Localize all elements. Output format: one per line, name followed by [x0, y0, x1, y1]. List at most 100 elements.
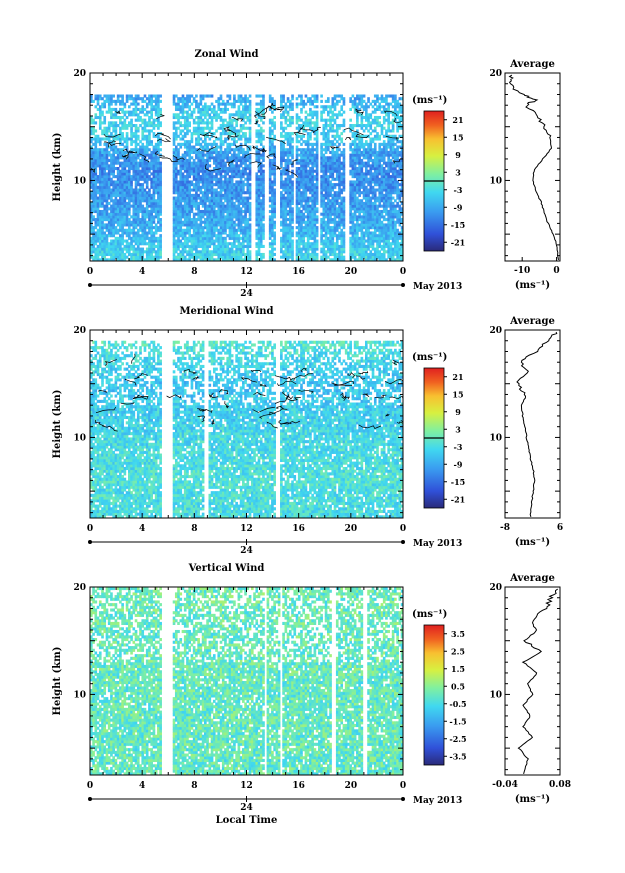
- time-tick-label: 20: [345, 524, 358, 534]
- time-tick-label: 16: [292, 267, 305, 277]
- time-tick-label: 4: [139, 781, 145, 791]
- average-profile-line: [516, 331, 558, 518]
- contour-lines: [95, 353, 404, 432]
- date-tick-label: 24: [240, 289, 253, 299]
- date-axis-end: [401, 540, 405, 544]
- colorbar-tick-label: -3.5: [449, 751, 466, 761]
- colorbar-tick-label: 2.5: [451, 646, 465, 656]
- height-tick-label: 10: [73, 433, 86, 443]
- average-x-tick-label: -10: [514, 266, 530, 276]
- average-title: Average: [509, 573, 555, 584]
- average-profile-line: [517, 588, 558, 775]
- average-height-tick-label: 10: [489, 690, 502, 700]
- time-tick-label: 0: [87, 524, 93, 534]
- colorbar-tick-label: -2.5: [449, 734, 466, 744]
- average-x-tick-label: 0: [553, 266, 559, 276]
- colorbar-tick-label: 1.5: [451, 664, 465, 674]
- contour-lines: [90, 102, 402, 178]
- colorbar-tick-label: -9: [454, 202, 463, 212]
- colorbar-tick-label: -0.5: [449, 699, 466, 709]
- average-frame: [504, 329, 561, 519]
- time-tick-label: 0: [400, 267, 406, 277]
- time-tick-label: 8: [191, 524, 197, 534]
- time-tick-label: 16: [292, 781, 305, 791]
- colorbar-unit-label: (ms⁻¹): [412, 95, 447, 106]
- time-tick-label: 20: [345, 267, 358, 277]
- time-tick-label: 0: [87, 267, 93, 277]
- average-ticks: [505, 72, 560, 257]
- date-axis-start: [88, 540, 92, 544]
- time-tick-label: 0: [400, 781, 406, 791]
- height-tick-label: 20: [73, 583, 86, 593]
- time-tick-label: 20: [345, 781, 358, 791]
- average-height-tick-label: 20: [489, 326, 502, 336]
- time-ticks: [89, 73, 404, 261]
- colorbar-tick-label: 0.5: [451, 681, 465, 691]
- date-axis-end: [401, 283, 405, 287]
- time-tick-label: 8: [191, 781, 197, 791]
- time-ticks: [89, 330, 404, 518]
- average-height-tick-label: 20: [489, 69, 502, 79]
- time-tick-label: 0: [400, 524, 406, 534]
- average-title: Average: [509, 59, 555, 70]
- y-axis-label: Height (km): [52, 390, 63, 459]
- time-tick-label: 12: [240, 267, 253, 277]
- heatmap-cells: [90, 340, 404, 519]
- average-x-tick-label: 6: [557, 523, 563, 533]
- colorbar-tick-label: -21: [451, 494, 465, 504]
- time-tick-label: 4: [139, 524, 145, 534]
- average-frame: [504, 586, 561, 776]
- average-height-tick-label: 10: [489, 176, 502, 186]
- average-title: Average: [509, 316, 555, 327]
- date-label: May 2013: [413, 539, 462, 549]
- average-x-label: (ms⁻¹): [515, 280, 550, 291]
- y-axis-label: Height (km): [52, 647, 63, 716]
- height-tick-label: 10: [73, 176, 86, 186]
- colorbar-tick-label: -9: [454, 459, 463, 469]
- time-tick-label: 12: [240, 781, 253, 791]
- date-tick-label: 24: [240, 803, 253, 813]
- colorbar-unit-label: (ms⁻¹): [412, 352, 447, 363]
- height-tick-label: 10: [73, 690, 86, 700]
- colorbar-tick-label: -15: [451, 220, 465, 230]
- height-ticks: [90, 72, 403, 257]
- panel-0: Zonal Wind 0 4 8 12 16 20 0 24 May 2013 10 20 Height…: [52, 49, 561, 299]
- average-ticks: [505, 329, 560, 514]
- height-tick-label: 20: [73, 326, 86, 336]
- colorbar-tick-label: -15: [451, 477, 465, 487]
- date-tick-label: 24: [240, 546, 253, 556]
- panel-title: Meridional Wind: [179, 306, 273, 317]
- colorbar-tick-label: 9: [455, 150, 461, 160]
- colorbar-tick-label: -1.5: [449, 716, 466, 726]
- date-label: May 2013: [413, 796, 462, 806]
- panel-2: Vertical Wind 0 4 8 12 16 20 0 24 May 2013 Local T…: [52, 563, 571, 826]
- height-tick-label: 20: [73, 69, 86, 79]
- average-x-tick-label: -0.04: [492, 780, 518, 790]
- heatmap-cells: [90, 94, 404, 262]
- height-ticks: [90, 329, 403, 514]
- colorbar-tick-label: 15: [452, 132, 463, 142]
- x-axis-label: Local Time: [216, 815, 278, 826]
- colorbar-tick-label: 3: [455, 167, 461, 177]
- colorbar-tick-label: -3: [454, 442, 463, 452]
- date-axis-start: [88, 797, 92, 801]
- height-ticks: [90, 586, 403, 771]
- panel-title: Vertical Wind: [188, 563, 265, 574]
- colorbar-tick-label: 9: [455, 407, 461, 417]
- colorbar: [423, 624, 445, 766]
- date-axis-start: [88, 283, 92, 287]
- average-height-tick-label: 10: [489, 433, 502, 443]
- time-ticks: [89, 587, 404, 775]
- colorbar-tick-label: 15: [452, 389, 463, 399]
- average-height-tick-label: 20: [489, 583, 502, 593]
- average-x-tick-label: 0.08: [549, 780, 571, 790]
- average-x-label: (ms⁻¹): [515, 794, 550, 805]
- average-profile-line: [508, 74, 559, 260]
- colorbar-tick-label: 3: [455, 424, 461, 434]
- time-tick-label: 12: [240, 524, 253, 534]
- colorbar-tick-label: 21: [452, 372, 463, 382]
- time-tick-label: 8: [191, 267, 197, 277]
- time-tick-label: 0: [87, 781, 93, 791]
- average-x-label: (ms⁻¹): [515, 537, 550, 548]
